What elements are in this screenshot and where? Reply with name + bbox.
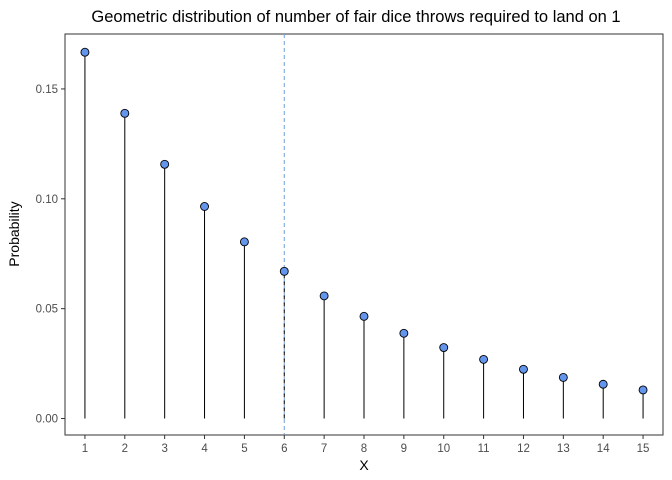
data-point (279, 266, 289, 276)
x-tick-label: 15 (637, 443, 650, 455)
data-point (439, 343, 449, 352)
x-tick-label: 9 (401, 443, 407, 455)
x-axis-title: X (359, 457, 369, 473)
y-axis-title: Probability (6, 201, 22, 266)
data-point (558, 372, 568, 382)
x-tick-label: 13 (557, 443, 570, 455)
x-tick-label: 7 (321, 443, 327, 455)
y-tick-label: 0.00 (36, 414, 58, 426)
x-tick-label: 14 (597, 443, 610, 455)
data-point (359, 311, 369, 321)
y-tick-label: 0.05 (36, 304, 58, 316)
y-tick-label: 0.10 (36, 194, 58, 206)
data-point (319, 291, 329, 301)
data-point (160, 159, 170, 169)
y-tick-label: 0.15 (36, 84, 58, 96)
chart-title: Geometric distribution of number of fair… (91, 8, 620, 26)
x-tick-label: 3 (161, 443, 167, 455)
x-tick-label: 6 (281, 443, 287, 455)
data-point (479, 354, 489, 364)
data-point (638, 385, 648, 395)
x-tick-label: 4 (201, 443, 208, 455)
x-tick-label: 2 (122, 443, 128, 455)
data-point (519, 364, 528, 374)
data-point (399, 328, 409, 338)
x-tick-label: 12 (517, 443, 530, 455)
data-point (80, 47, 90, 57)
x-tick-label: 11 (478, 443, 490, 455)
data-point (239, 237, 249, 247)
data-point (120, 108, 130, 118)
x-tick-label: 5 (241, 443, 247, 455)
x-tick-label: 8 (361, 443, 367, 455)
x-tick-label: 10 (437, 443, 450, 455)
data-point (200, 202, 209, 211)
x-tick-label: 1 (82, 443, 88, 455)
data-point (598, 379, 608, 389)
